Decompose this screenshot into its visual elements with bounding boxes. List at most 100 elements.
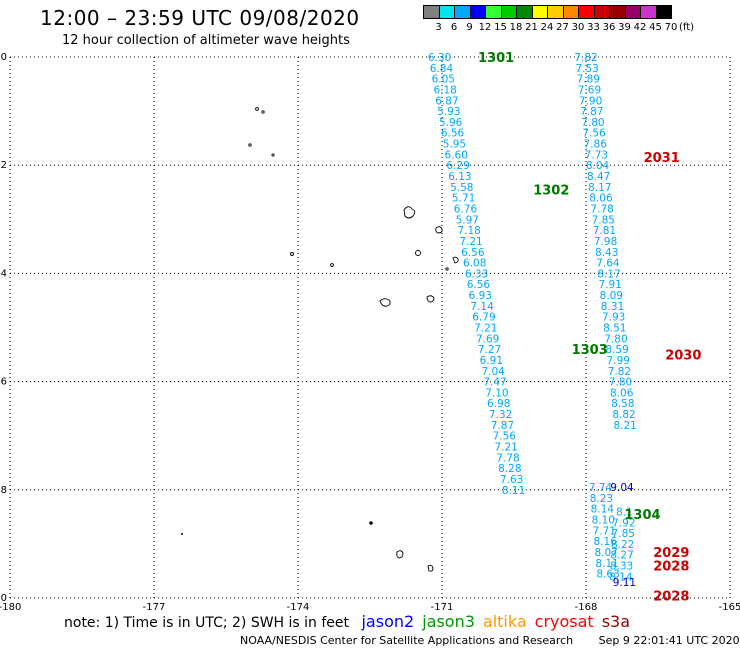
- swh-value: 6.79: [472, 312, 495, 324]
- swh-value: 7.93: [602, 312, 625, 324]
- swh-value: 7.04: [481, 366, 505, 378]
- swh-value: 8.28: [498, 463, 521, 475]
- lon-tick-label: -171: [431, 602, 454, 613]
- lon-tick-label: -177: [143, 602, 166, 613]
- swh-value: 7.27: [478, 344, 501, 356]
- swh-value: 8.23: [590, 493, 613, 505]
- mission-jason2: jason2: [361, 612, 415, 631]
- swh-value: 7.69: [578, 84, 601, 96]
- swh-value: 7.18: [457, 225, 480, 237]
- swh-value: 7.85: [592, 214, 615, 226]
- swh-value: 6.30: [428, 52, 451, 64]
- swh-value: 8.14: [609, 571, 633, 583]
- island: [427, 564, 434, 572]
- swh-value: 7.10: [485, 387, 508, 399]
- island: [330, 263, 334, 267]
- swh-value: 7.73: [585, 149, 608, 161]
- swh-value: 6.93: [469, 290, 492, 302]
- timestamp: Sep 9 22:01:41 UTC 2020: [598, 634, 740, 647]
- swh-value: 7.91: [598, 279, 621, 291]
- color-scale-label: 27: [556, 22, 569, 33]
- swh-value: 6.29: [446, 160, 469, 172]
- swh-value: 8.04: [586, 160, 610, 172]
- swh-value: 7.86: [584, 139, 608, 151]
- color-scale-unit: (ft): [679, 22, 695, 33]
- island: [435, 226, 443, 234]
- swh-value: 8.1: [616, 506, 633, 518]
- swh-value: 6.33: [465, 268, 488, 280]
- swh-value: 8.31: [601, 301, 624, 313]
- swh-value: 8.22: [611, 539, 634, 551]
- swh-value: 8.07: [594, 547, 617, 559]
- map-gridlines: [9, 56, 731, 599]
- swh-value: 7.87: [580, 106, 603, 118]
- swh-value: 8.17: [588, 182, 611, 194]
- wave-height-values: 6.306.846.056.186.875.935.966.565.956.60…: [428, 52, 637, 589]
- swh-value: 7.82: [608, 366, 631, 378]
- swh-value: 6.56: [461, 247, 485, 259]
- mission-altika: altika: [482, 612, 527, 631]
- lat-tick-label: -2: [0, 160, 7, 171]
- swh-value: 6.76: [454, 203, 478, 215]
- color-scale-label: 42: [633, 22, 647, 33]
- swh-value: 8.06: [610, 387, 634, 399]
- swh-value: 6.84: [430, 63, 454, 75]
- swh-value: 7.21: [474, 323, 497, 335]
- swh-value: 8.47: [587, 171, 610, 183]
- footer-credit: NOAA/NESDIS Center for Satellite Applica…: [240, 634, 740, 647]
- island: [181, 533, 183, 535]
- swh-value-highlight: 9.11: [613, 577, 636, 589]
- swh-value: 7.99: [607, 355, 630, 367]
- swh-value: 7.80: [581, 117, 604, 129]
- lat-tick-label: -10: [0, 593, 7, 604]
- swh-value: 7.47: [483, 377, 506, 389]
- swh-value: 7.53: [575, 63, 598, 75]
- swh-value: 6.87: [435, 95, 458, 107]
- swh-value: 5.58: [450, 182, 473, 194]
- color-scale-label: 30: [571, 22, 585, 33]
- track-number: 1301: [478, 51, 514, 66]
- island: [426, 295, 435, 303]
- island: [271, 153, 275, 157]
- color-scale-label: 21: [525, 22, 538, 33]
- mission-legend: jason2 jason3 altika cryosat s3a: [353, 612, 631, 631]
- swh-value: 7.80: [604, 333, 627, 345]
- swh-value: 7.78: [590, 203, 613, 215]
- island: [369, 521, 373, 525]
- swh-value: 6.13: [448, 171, 471, 183]
- swh-value: 6.08: [463, 258, 486, 270]
- color-scale-swatches: [423, 5, 672, 19]
- swh-value: 7.71: [593, 525, 616, 537]
- swh-value: 5.93: [437, 106, 460, 118]
- swh-value: 5.71: [452, 193, 475, 205]
- swh-value: 7.21: [494, 442, 517, 454]
- color-scale-label: 12: [478, 22, 492, 33]
- track-number: 1304: [624, 508, 660, 523]
- color-scale-label: 24: [540, 22, 554, 33]
- lat-tick-label: -6: [0, 377, 7, 388]
- swh-value: 5.97: [456, 214, 479, 226]
- mission-s3a: s3a: [601, 612, 631, 631]
- swh-value: 8.33: [610, 561, 633, 573]
- island: [415, 250, 421, 256]
- swh-value: 6.91: [480, 355, 503, 367]
- swh-value: 7.85: [612, 528, 635, 540]
- color-scale-label: 45: [649, 22, 662, 33]
- track-number: 1302: [533, 184, 569, 199]
- swh-value: 5.95: [443, 139, 466, 151]
- color-scale-label: 39: [618, 22, 631, 33]
- swh-value: 7.82: [574, 52, 597, 64]
- island: [261, 110, 265, 114]
- color-scale-label: 15: [494, 22, 507, 33]
- swh-value: 8.82: [612, 409, 635, 421]
- color-scale-label: 70: [664, 22, 678, 33]
- lat-tick-label: -8: [0, 485, 7, 496]
- lon-tick-label: -168: [575, 602, 598, 613]
- swh-value: 7.80: [609, 377, 632, 389]
- swh-value: 7.21: [459, 236, 482, 248]
- island: [290, 252, 294, 256]
- swh-value: 7.81: [593, 225, 616, 237]
- track-number: 1303: [572, 343, 608, 358]
- island: [379, 298, 391, 307]
- swh-value: 8.51: [603, 323, 626, 335]
